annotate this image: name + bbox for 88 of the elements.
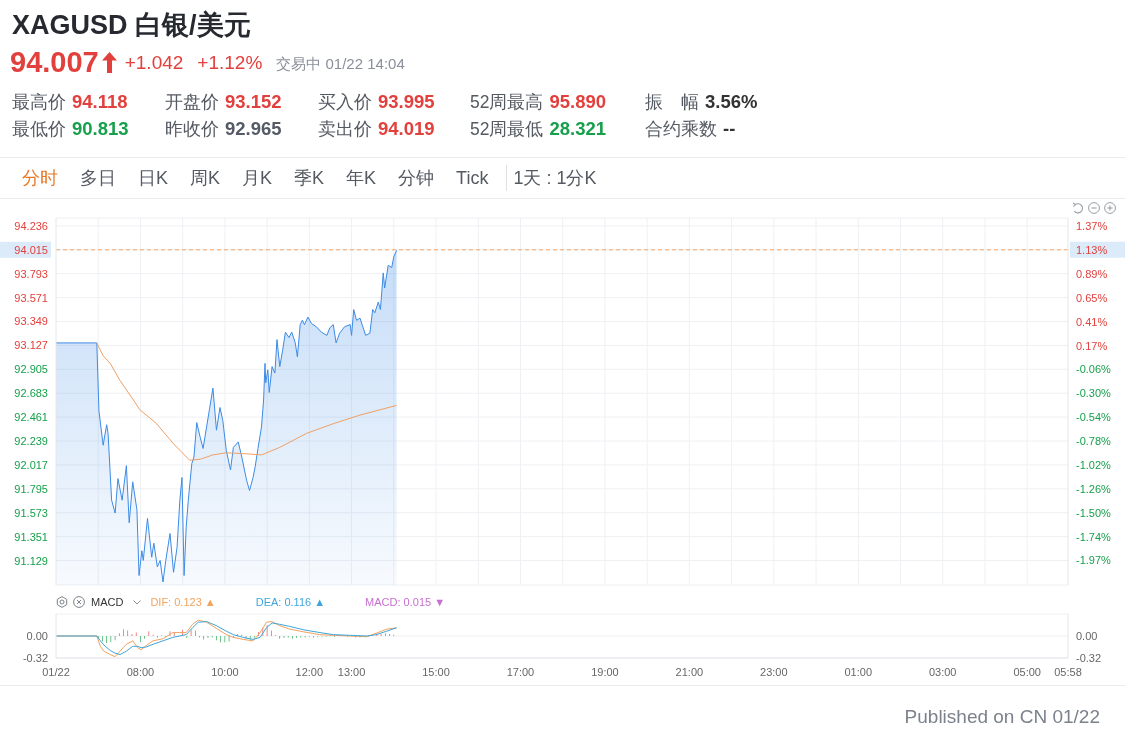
y2-tick-label: -1.97% [1076,554,1112,567]
y-tick-label: 92.017 [14,458,48,471]
text: 分时 [22,167,58,190]
y2-tick-label: -1.50% [1076,507,1112,520]
text: 93.995 [378,91,435,112]
x-tick-label: 10:00 [211,666,239,678]
category-label: 合约乘数 [645,118,717,141]
text: 94.118 [72,91,128,112]
y2-tick-label: -1.74% [1076,531,1112,544]
text: 92.965 [225,118,282,139]
x-tick-label: 13:00 [337,666,366,678]
y2-tick-label: -0.30% [1076,386,1112,399]
text: MACD: 0.015 ▼ [365,596,446,608]
text: 多日 [80,167,116,190]
y-tick-label: 91.351 [14,530,48,543]
text: 月K [242,167,273,190]
chart-title: MACD [91,596,124,608]
text: 1天 : 1分K [513,167,597,190]
y2-tick-label: 0.89% [1076,267,1108,280]
series-label: DEA: 0.116 ▲ [255,596,326,608]
text: 28.321 [549,118,607,139]
y2-tick-label: -1.02% [1076,458,1112,471]
category-label: 振 幅 [645,91,699,114]
text: 周K [190,167,221,190]
x-tick-label: 17:00 [506,666,535,678]
x-tick-label: 23:00 [760,666,788,678]
y2-tick-label: 1.13% [1076,243,1108,256]
text: 交易中 01/22 14:04 [276,54,405,74]
x-tick-label: 05:00 [1013,666,1041,678]
x-tick-label: 01/22 [42,666,70,678]
text: 分钟 [398,167,435,190]
category-label: 昨收价 [165,118,219,141]
y-tick-label: 92.683 [14,387,48,400]
y-tick-label: 93.793 [14,267,48,280]
text: 3.56% [705,91,758,112]
text: Tick [456,167,489,189]
y-tick-label: 93.127 [14,339,48,352]
y2-tick-label: -0.32 [1076,652,1102,664]
text: -- [723,118,736,139]
x-tick-label: 12:00 [295,666,324,678]
x-tick-label: 05:58 [1054,666,1082,678]
y-tick-label: 93.349 [14,315,48,328]
series-label: DIF: 0.123 ▲ [150,596,216,608]
category-label: 最低价 [12,118,66,141]
y-tick-label: 94.236 [14,219,48,232]
y-tick-label: 92.461 [14,411,48,424]
text: 90.813 [72,118,129,139]
y-tick-label: 93.571 [14,291,48,304]
y-tick-label: 91.795 [14,482,48,495]
y-tick-label: 92.239 [14,435,48,448]
y-tick-label: 91.573 [14,506,48,519]
y2-tick-label: 0.00 [1076,630,1098,642]
category-label: 52周最低 [470,118,544,141]
category-label: 卖出价 [318,118,372,141]
y-tick-label: 94.015 [14,243,48,256]
y2-tick-label: -1.26% [1076,483,1112,495]
y-tick-label: 92.905 [14,363,48,376]
category-label: 开盘价 [165,91,219,114]
text: 94.019 [378,118,435,139]
y2-tick-label: -0.78% [1076,434,1112,447]
text: +1.12% [197,52,263,74]
text: 年K [346,167,377,190]
x-tick-label: 21:00 [675,666,704,678]
category-label: 52周最高 [470,91,544,114]
x-tick-label: 01:00 [844,666,873,678]
y2-tick-label: 1.37% [1076,219,1108,232]
x-tick-label: 19:00 [591,666,619,678]
y2-tick-label: 0.17% [1076,339,1108,352]
x-tick-label: 03:00 [928,666,957,678]
text: +1.042 [124,52,184,74]
y2-tick-label: -0.06% [1076,362,1112,375]
category-label: 买入价 [318,91,372,114]
text: 季K [294,167,325,190]
text: 93.152 [225,91,282,112]
text: 95.890 [549,91,607,112]
y-tick-label: -0.32 [22,652,48,664]
text: 日K [138,167,169,190]
y-tick-label: 0.00 [26,630,48,642]
x-tick-label: 15:00 [422,666,450,678]
category-label: 最高价 [12,91,66,114]
text: XAGUSD 白银/美元 [12,10,251,40]
y2-tick-label: 0.41% [1076,315,1108,328]
y2-tick-label: -0.54% [1076,410,1112,423]
text: 94.007 [10,45,99,79]
x-tick-label: 08:00 [126,666,155,678]
text: Published on CN 01/22 [904,706,1100,727]
y2-tick-label: 0.65% [1076,291,1108,304]
y-tick-label: 91.129 [14,554,48,567]
